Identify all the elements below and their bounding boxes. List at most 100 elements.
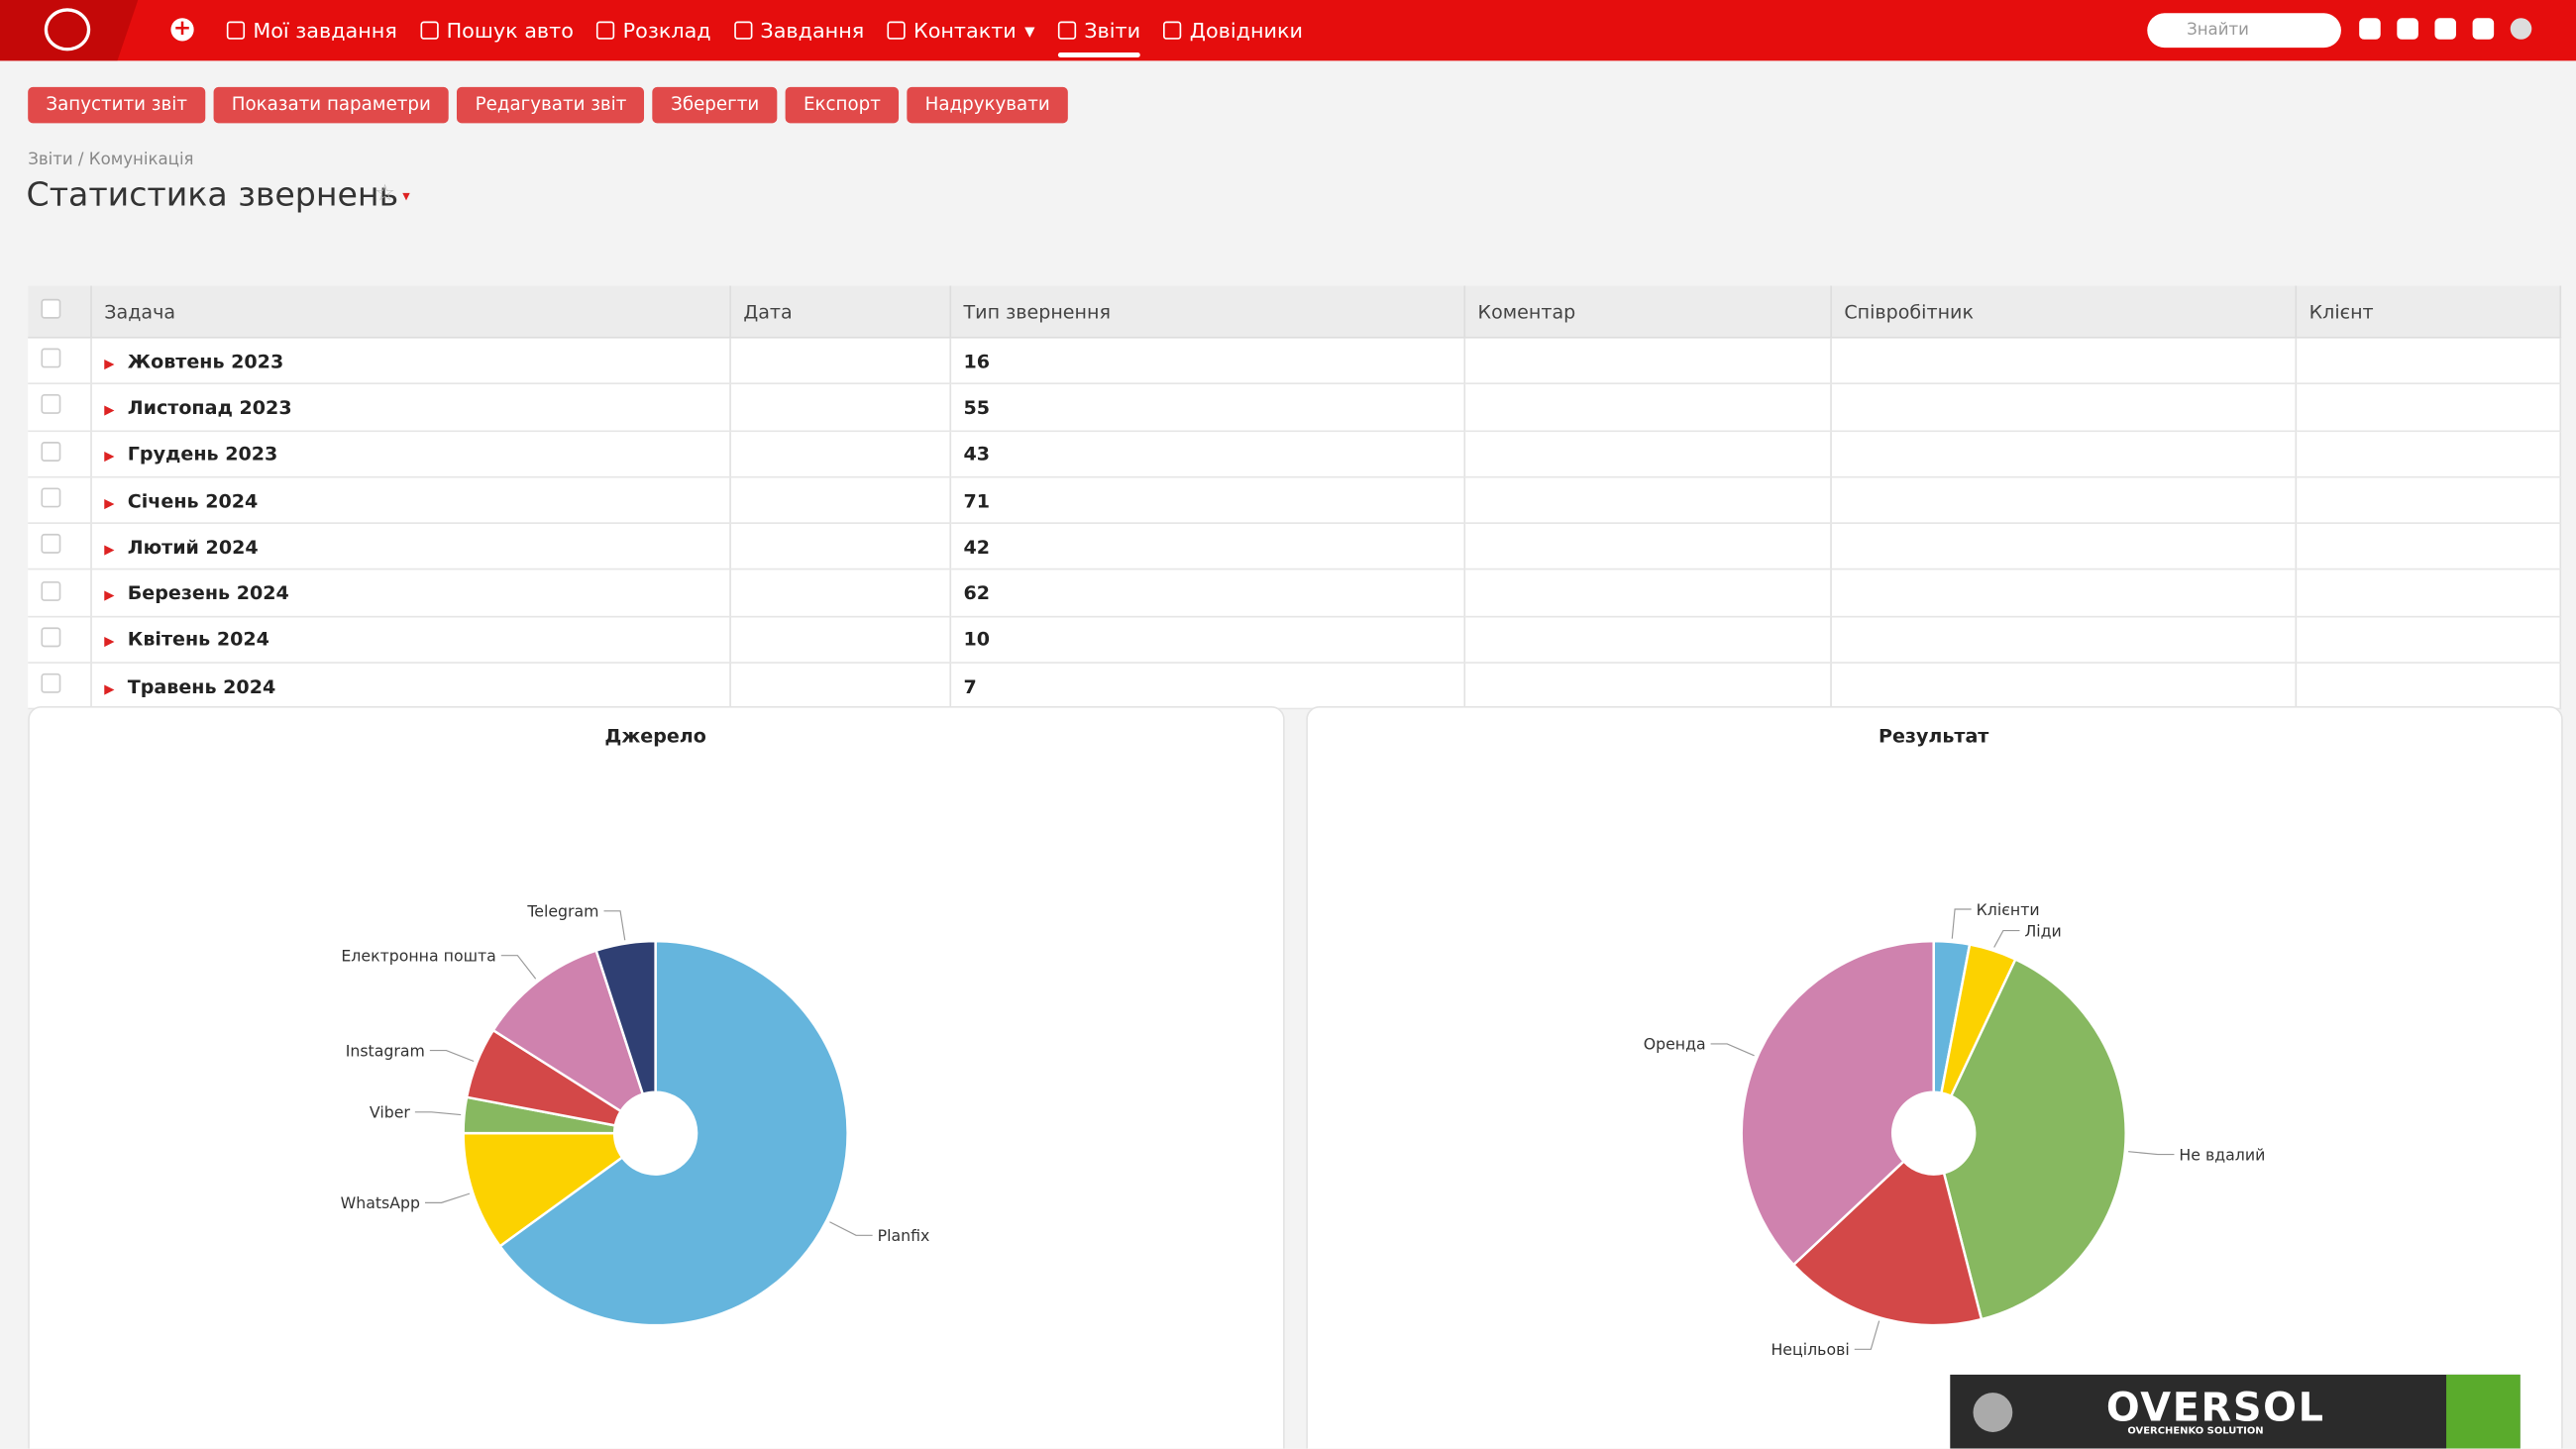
leader-line bbox=[1951, 908, 1972, 939]
checkbox[interactable] bbox=[41, 348, 61, 368]
task-name: Січень 2024 bbox=[127, 488, 259, 512]
empty-cell bbox=[1463, 616, 1832, 665]
pie-slice bbox=[594, 939, 657, 1096]
date-cell bbox=[729, 337, 951, 385]
pie-slice bbox=[1942, 957, 2127, 1321]
checkbox[interactable] bbox=[41, 627, 61, 648]
row-select[interactable] bbox=[28, 476, 92, 525]
task-name: Жовтень 2023 bbox=[127, 349, 284, 372]
checkbox[interactable] bbox=[41, 580, 61, 601]
leader-line bbox=[429, 1049, 475, 1063]
date-cell bbox=[729, 569, 951, 618]
top-bar: + Мої завдання Пошук авто Розклад Завдан… bbox=[0, 0, 2576, 61]
row-select[interactable] bbox=[28, 616, 92, 665]
table-body: ▶ Жовтень 2023 16 ▶ Листопад 2023 55 ▶ Грудень … bbox=[28, 337, 2562, 710]
nav-item[interactable]: Довідники bbox=[1163, 0, 1303, 60]
empty-cell bbox=[2295, 476, 2562, 525]
type-cell: 62 bbox=[949, 569, 1465, 618]
task-cell: ▶ Жовтень 2023 bbox=[90, 337, 731, 385]
empty-cell bbox=[1463, 476, 1832, 525]
add-button[interactable]: + bbox=[170, 17, 194, 42]
slice-label: Planfix bbox=[878, 1226, 930, 1245]
search[interactable]: Знайти bbox=[2147, 13, 2341, 49]
toolbar: Запустити звіт Показати параметри Редагу… bbox=[28, 86, 1068, 124]
expand-toggle: ▶ bbox=[104, 402, 115, 418]
type-cell: 55 bbox=[949, 383, 1465, 432]
nav-label: Довідники bbox=[1189, 18, 1304, 44]
nav-item[interactable]: Розклад bbox=[596, 0, 711, 60]
leader-line bbox=[500, 955, 537, 980]
task-cell: ▶ Травень 2024 bbox=[90, 663, 731, 710]
breadcrumb: Звіти / Комунікація bbox=[28, 152, 193, 169]
chart-title: Джерело bbox=[604, 726, 705, 748]
select-all[interactable] bbox=[28, 285, 92, 339]
empty-cell bbox=[1830, 430, 2297, 478]
type-cell: 43 bbox=[949, 430, 1465, 478]
slice-label: Telegram bbox=[526, 902, 598, 921]
empty-cell bbox=[1830, 569, 2297, 618]
row-select[interactable] bbox=[28, 337, 92, 385]
task-cell: ▶ Квітень 2024 bbox=[90, 616, 731, 665]
row-select[interactable] bbox=[28, 569, 92, 618]
leader-line bbox=[414, 1111, 462, 1116]
slice-label: WhatsApp bbox=[341, 1193, 420, 1212]
logo[interactable] bbox=[0, 0, 139, 61]
nav-item[interactable]: Контакти ▾ bbox=[887, 0, 1034, 60]
icon[interactable] bbox=[2359, 18, 2381, 40]
task-name: Квітень 2024 bbox=[127, 628, 269, 652]
checkbox[interactable] bbox=[41, 441, 61, 462]
empty-cell bbox=[2295, 383, 2562, 432]
row-select[interactable] bbox=[28, 383, 92, 432]
button[interactable]: Зберегти bbox=[652, 86, 778, 124]
button[interactable]: Запустити звіт bbox=[28, 86, 206, 124]
nav-label: Мої завдання bbox=[253, 18, 397, 44]
empty-cell bbox=[1463, 337, 1832, 385]
button[interactable]: Експорт bbox=[785, 86, 900, 124]
empty-cell bbox=[1463, 569, 1832, 618]
favorite[interactable]: ☆ ▾ bbox=[375, 180, 410, 207]
type-cell: 71 bbox=[949, 476, 1465, 525]
slice-label: Клієнти bbox=[1977, 900, 2040, 919]
icon[interactable] bbox=[2397, 18, 2418, 40]
button[interactable]: Показати параметри bbox=[213, 86, 450, 124]
exit-button[interactable] bbox=[2446, 1374, 2521, 1449]
table-row: ▶ Січень 2024 71 bbox=[28, 476, 2562, 525]
table-row: ▶ Березень 2024 62 bbox=[28, 569, 2562, 618]
leader-line bbox=[1710, 1043, 1755, 1057]
breadcrumb-link[interactable]: Звіти / bbox=[28, 151, 84, 169]
type-cell: 16 bbox=[949, 337, 1465, 385]
nav-item[interactable]: Пошук авто bbox=[420, 0, 574, 60]
date-cell bbox=[729, 430, 951, 478]
row-select[interactable] bbox=[28, 430, 92, 478]
nav-label: Завдання bbox=[760, 18, 865, 44]
brand-name: OVERSOL bbox=[2105, 1384, 2325, 1431]
pie-slice bbox=[462, 1131, 624, 1248]
empty-cell bbox=[1830, 663, 2297, 710]
checkbox[interactable] bbox=[41, 394, 61, 415]
checkbox[interactable] bbox=[41, 487, 61, 508]
leader-line bbox=[424, 1192, 471, 1203]
nav-item[interactable]: Звіти bbox=[1057, 0, 1141, 60]
date-cell bbox=[729, 383, 951, 432]
task-cell: ▶ Березень 2024 bbox=[90, 569, 731, 618]
icon[interactable] bbox=[2434, 18, 2457, 40]
nav-item[interactable]: Мої завдання bbox=[226, 0, 397, 60]
empty-cell bbox=[2295, 430, 2562, 478]
button[interactable]: Редагувати звіт bbox=[457, 86, 645, 124]
type-cell: 10 bbox=[949, 616, 1465, 665]
checkbox[interactable] bbox=[41, 534, 61, 555]
nav-item[interactable]: Завдання bbox=[733, 0, 865, 60]
checkbox[interactable] bbox=[41, 673, 61, 694]
task-name: Лютий 2024 bbox=[127, 535, 259, 559]
icon[interactable] bbox=[2472, 18, 2495, 40]
empty-cell bbox=[1830, 383, 2297, 432]
type-cell: 42 bbox=[949, 523, 1465, 571]
avatar[interactable] bbox=[2510, 18, 2532, 40]
button[interactable]: Надрукувати bbox=[907, 86, 1068, 124]
table-row: ▶ Грудень 2023 43 bbox=[28, 430, 2562, 478]
task-name: Грудень 2023 bbox=[127, 442, 278, 466]
row-select[interactable] bbox=[28, 523, 92, 571]
column-header: Тип звернення bbox=[949, 285, 1465, 339]
expand-toggle: ▶ bbox=[104, 356, 115, 371]
leader-line bbox=[1854, 1320, 1880, 1350]
